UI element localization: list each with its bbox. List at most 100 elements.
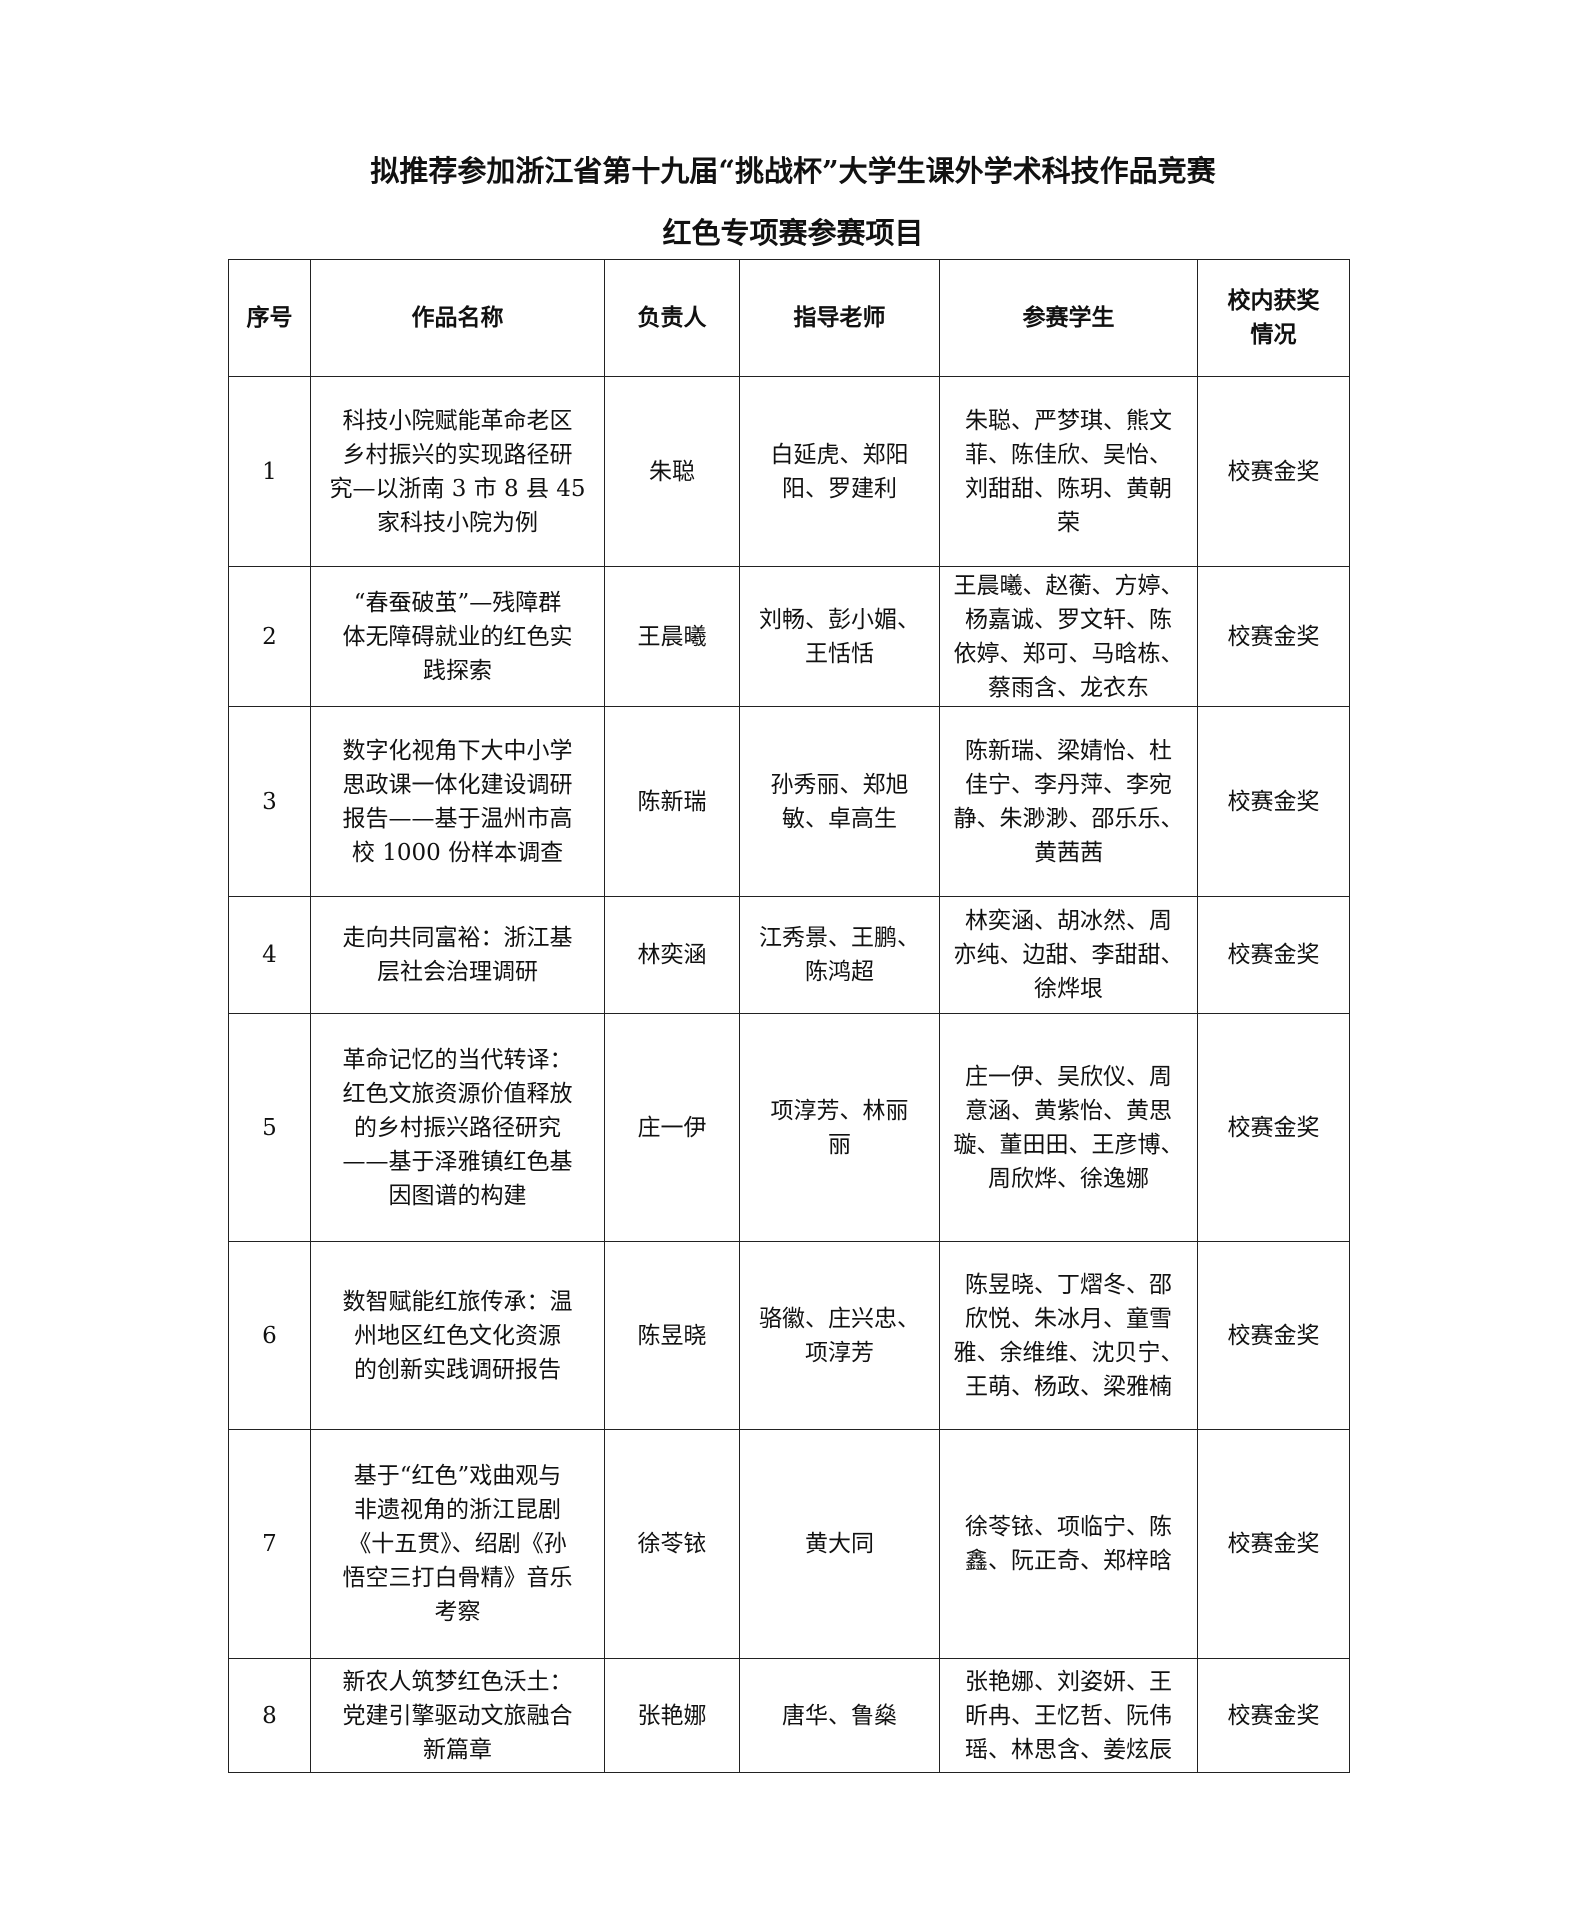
cell-project-name: 数智赋能红旅传承：温 州地区红色文化资源 的创新实践调研报告	[310, 1241, 605, 1430]
cell-students: 陈昱晓、丁熠冬、邵 欣悦、朱冰月、童雪 雅、余维维、沈贝宁、 王萌、杨政、梁雅楠	[939, 1241, 1198, 1430]
cell-advisors-line: 王恬恬	[805, 640, 874, 667]
cell-index: 6	[228, 1241, 311, 1430]
cell-award: 校赛金奖	[1197, 706, 1350, 897]
cell-leader: 朱聪	[604, 376, 740, 567]
cell-project-name-line: 校 1000 份样本调查	[351, 839, 564, 866]
cell-students-line: 张艳娜、刘姿妍、王	[965, 1668, 1172, 1695]
cell-students-line: 佳宁、李丹萍、李宛	[965, 771, 1172, 798]
cell-students: 庄一伊、吴欣仪、周 意涵、黄紫怡、黄思 璇、董田田、王彦博、 周欣烨、徐逸娜	[939, 1013, 1198, 1242]
cell-advisors-line: 丽	[828, 1131, 851, 1158]
cell-students-line: 欣悦、朱冰月、童雪	[965, 1305, 1172, 1332]
cell-students-line: 意涵、黄紫怡、黄思	[965, 1097, 1172, 1124]
cell-project-name-line: 基于“红色”戏曲观与	[353, 1463, 562, 1489]
table-row: 3 数字化视角下大中小学 思政课一体化建设调研 报告——基于温州市高校 1000 份样…	[228, 706, 1350, 897]
cell-project-name-line: 究—以浙南 3 市 8 县 45	[329, 475, 586, 502]
cell-award: 校赛金奖	[1197, 896, 1350, 1014]
cell-advisors-line: 白延虎、郑阳	[770, 441, 909, 468]
cell-leader: 庄一伊	[604, 1013, 740, 1242]
cell-project-name-line: 红色文旅资源价值释放	[342, 1080, 573, 1107]
cell-students-line: 静、朱渺渺、邵乐乐、	[953, 805, 1184, 832]
cell-project-name-line: 革命记忆的当代转译：	[342, 1046, 573, 1073]
cell-advisors-line: 陈鸿超	[805, 959, 874, 985]
table-row: 7 基于“红色”戏曲观与 非遗视角的浙江昆剧 《十五贯》、绍剧《孙 悟空三打白骨精》音乐…	[228, 1429, 1350, 1659]
cell-students-line: 菲、陈佳欣、吴怡、	[965, 441, 1172, 468]
cell-advisors-line: 项淳芳	[805, 1339, 874, 1366]
cell-project-name-line: 非遗视角的浙江昆剧	[354, 1497, 561, 1523]
cell-students-line: 鑫、阮正奇、郑梓晗	[965, 1548, 1172, 1574]
cell-leader: 林奕涵	[604, 896, 740, 1014]
cell-advisors: 江秀景、王鹏、 陈鸿超	[739, 896, 940, 1014]
cell-leader: 徐苓铱	[604, 1429, 740, 1659]
cell-index: 2	[228, 566, 311, 707]
cell-project-name-line: 考察	[434, 1599, 481, 1625]
cell-leader-line: 张艳娜	[637, 1702, 707, 1729]
table-header-row: 序号 作品名称 负责人 指导老师 参赛学生 校内获奖 情况	[228, 259, 1350, 377]
cell-students-line: 黄茜茜	[1034, 839, 1103, 866]
cell-advisors-line: 孙秀丽、郑旭	[770, 771, 909, 798]
cell-award-line: 校赛金奖	[1227, 458, 1320, 485]
cell-project-name-line: 党建引擎驱动文旅融合	[342, 1702, 573, 1729]
table-row: 5 革命记忆的当代转译： 红色文旅资源价值释放 的乡村振兴路径研究 ——基于泽雅镇红色基…	[228, 1013, 1350, 1242]
table-row: 2 “春蚕破茧”—残障群 体无障碍就业的红色实 践探索 王晨曦 刘畅、彭小媚、 王恬恬 王晨曦…	[228, 566, 1350, 707]
cell-students: 徐苓铱、项临宁、陈 鑫、阮正奇、郑梓晗	[939, 1429, 1198, 1659]
cell-award-line: 校赛金奖	[1227, 1322, 1320, 1349]
cell-leader-line: 徐苓铱	[637, 1531, 707, 1557]
cell-students-line: 刘甜甜、陈玥、黄朝	[965, 475, 1172, 502]
cell-students-line: 王晨曦、赵蘅、方婷、	[953, 572, 1184, 599]
table-row: 6 数智赋能红旅传承：温 州地区红色文化资源 的创新实践调研报告 陈昱晓 骆徽、庄兴忠、项…	[228, 1241, 1350, 1430]
cell-students-line: 周欣烨、徐逸娜	[988, 1165, 1149, 1192]
cell-project-name-line: 新农人筑梦红色沃土：	[342, 1668, 573, 1695]
cell-project-name: “春蚕破茧”—残障群 体无障碍就业的红色实 践探索	[310, 566, 605, 707]
cell-award-line: 校赛金奖	[1227, 623, 1320, 650]
header-project-name: 作品名称	[310, 259, 605, 377]
cell-advisors-line: 黄大同	[805, 1531, 874, 1557]
cell-leader: 张艳娜	[604, 1658, 740, 1773]
cell-students-line: 荣	[1057, 509, 1080, 536]
cell-award-line: 校赛金奖	[1227, 1531, 1320, 1557]
cell-index: 5	[228, 1013, 311, 1242]
cell-students-line: 林奕涵、胡冰然、周	[965, 908, 1172, 934]
cell-index: 7	[228, 1429, 311, 1659]
header-index: 序号	[228, 259, 311, 377]
cell-project-name: 走向共同富裕：浙江基 层社会治理调研	[310, 896, 605, 1014]
cell-students: 王晨曦、赵蘅、方婷、 杨嘉诚、罗文轩、陈 依婷、郑可、马晗栋、 蔡雨含、龙衣东	[939, 566, 1198, 707]
cell-award: 校赛金奖	[1197, 1013, 1350, 1242]
cell-leader: 王晨曦	[604, 566, 740, 707]
cell-project-name-line: 数智赋能红旅传承：温	[342, 1288, 573, 1315]
cell-award: 校赛金奖	[1197, 376, 1350, 567]
cell-project-name-line: 层社会治理调研	[377, 959, 538, 985]
cell-students-line: 璇、董田田、王彦博、	[953, 1131, 1184, 1158]
cell-advisors-line: 唐华、鲁燊	[782, 1702, 897, 1729]
cell-award-line: 校赛金奖	[1227, 788, 1320, 815]
cell-index: 8	[228, 1658, 311, 1773]
cell-advisors: 刘畅、彭小媚、 王恬恬	[739, 566, 940, 707]
cell-award: 校赛金奖	[1197, 1429, 1350, 1659]
cell-students: 林奕涵、胡冰然、周 亦纯、边甜、李甜甜、 徐烨垠	[939, 896, 1198, 1014]
cell-students-line: 庄一伊、吴欣仪、周	[965, 1063, 1172, 1090]
cell-project-name-line: 州地区红色文化资源	[354, 1322, 561, 1349]
cell-advisors-line: 江秀景、王鹏、	[759, 925, 920, 951]
header-text-line: 校内获奖	[1227, 287, 1320, 314]
cell-students-line: 陈新瑞、梁婧怡、杜	[965, 737, 1172, 764]
cell-students-line: 陈昱晓、丁熠冬、邵	[965, 1271, 1172, 1298]
cell-project-name: 科技小院赋能革命老区 乡村振兴的实现路径研 究—以浙南 3 市 8 县 45 家科技小…	[310, 376, 605, 567]
cell-leader: 陈昱晓	[604, 1241, 740, 1430]
projects-table: 序号 作品名称 负责人 指导老师 参赛学生 校内获奖 情况 1 科技小院赋能革命老区 乡村振兴的…	[228, 259, 1350, 1773]
cell-project-name: 革命记忆的当代转译： 红色文旅资源价值释放 的乡村振兴路径研究 ——基于泽雅镇红色基因…	[310, 1013, 605, 1242]
cell-students-line: 蔡雨含、龙衣东	[988, 674, 1149, 701]
cell-project-name-line: 家科技小院为例	[377, 509, 538, 536]
cell-leader-line: 林奕涵	[637, 942, 707, 968]
cell-advisors: 骆徽、庄兴忠、 项淳芳	[739, 1241, 940, 1430]
cell-award: 校赛金奖	[1197, 1658, 1350, 1773]
cell-award: 校赛金奖	[1197, 566, 1350, 707]
cell-project-name-line: 的乡村振兴路径研究	[354, 1114, 561, 1141]
cell-index: 1	[228, 376, 311, 567]
cell-leader-line: 朱聪	[649, 458, 695, 485]
cell-project-name: 基于“红色”戏曲观与 非遗视角的浙江昆剧 《十五贯》、绍剧《孙 悟空三打白骨精》音乐考…	[310, 1429, 605, 1659]
table-row: 8 新农人筑梦红色沃土： 党建引擎驱动文旅融合 新篇章 张艳娜 唐华、鲁燊 张艳娜、刘姿妍、…	[228, 1658, 1350, 1773]
cell-students-line: 徐烨垠	[1034, 976, 1103, 1002]
header-leader: 负责人	[604, 259, 740, 377]
cell-students: 朱聪、严梦琪、熊文 菲、陈佳欣、吴怡、 刘甜甜、陈玥、黄朝荣	[939, 376, 1198, 567]
cell-award-line: 校赛金奖	[1227, 1702, 1320, 1729]
cell-index: 3	[228, 706, 311, 897]
